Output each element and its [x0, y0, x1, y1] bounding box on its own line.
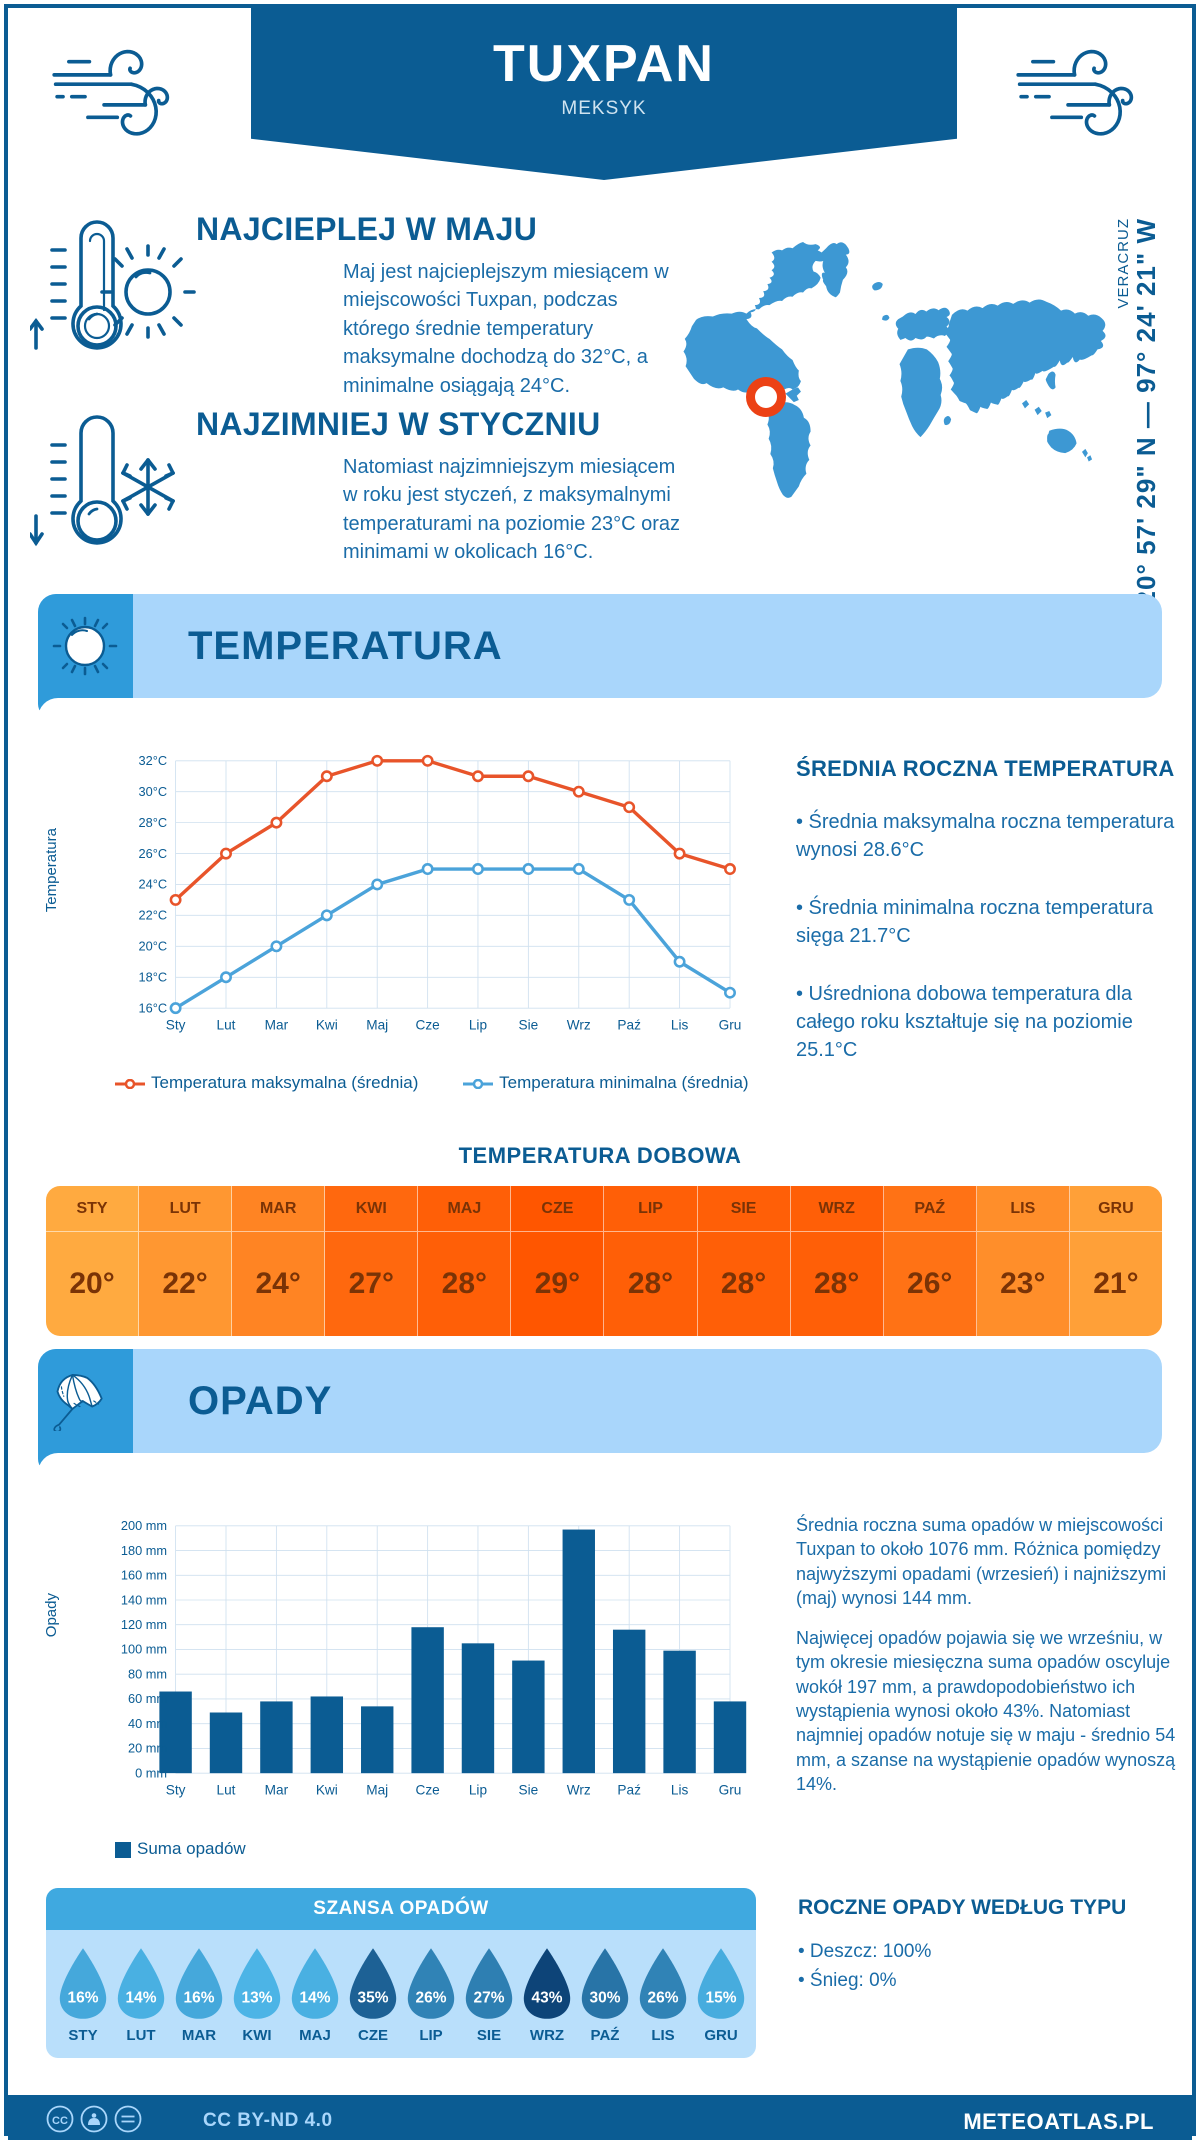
svg-text:18°C: 18°C — [138, 970, 167, 985]
svg-text:Lip: Lip — [469, 1017, 487, 1032]
svg-text:40 mm: 40 mm — [128, 1716, 167, 1731]
svg-text:30°C: 30°C — [138, 784, 167, 799]
svg-text:Sty: Sty — [166, 1782, 186, 1797]
svg-text:35%: 35% — [358, 1989, 389, 2006]
svg-text:60 mm: 60 mm — [128, 1691, 167, 1706]
svg-text:100 mm: 100 mm — [121, 1642, 167, 1657]
svg-text:13%: 13% — [242, 1989, 273, 2006]
svg-text:Lip: Lip — [469, 1782, 487, 1797]
svg-text:Sty: Sty — [166, 1017, 186, 1032]
svg-text:24°C: 24°C — [138, 877, 167, 892]
svg-text:Wrz: Wrz — [567, 1017, 591, 1032]
svg-text:120 mm: 120 mm — [121, 1617, 167, 1632]
svg-text:26°C: 26°C — [138, 846, 167, 861]
svg-text:200 mm: 200 mm — [121, 1518, 167, 1533]
svg-text:Lut: Lut — [217, 1782, 236, 1797]
svg-text:30%: 30% — [590, 1989, 621, 2006]
svg-text:14%: 14% — [300, 1989, 331, 2006]
svg-text:Maj: Maj — [366, 1017, 388, 1032]
svg-text:140 mm: 140 mm — [121, 1592, 167, 1607]
svg-text:32°C: 32°C — [138, 753, 167, 768]
svg-text:16%: 16% — [68, 1989, 99, 2006]
svg-text:Gru: Gru — [719, 1782, 742, 1797]
svg-text:Lis: Lis — [671, 1782, 689, 1797]
svg-text:16°C: 16°C — [138, 1000, 167, 1015]
svg-text:Lut: Lut — [217, 1017, 236, 1032]
svg-text:Paź: Paź — [617, 1017, 641, 1032]
svg-text:26%: 26% — [416, 1989, 447, 2006]
svg-text:26%: 26% — [648, 1989, 679, 2006]
svg-text:CC: CC — [52, 2115, 68, 2127]
svg-text:Mar: Mar — [265, 1017, 289, 1032]
svg-text:Cze: Cze — [416, 1017, 440, 1032]
svg-text:Sie: Sie — [519, 1017, 539, 1032]
svg-text:16%: 16% — [184, 1989, 215, 2006]
svg-text:15%: 15% — [706, 1989, 737, 2006]
svg-text:Kwi: Kwi — [316, 1017, 338, 1032]
svg-text:20°C: 20°C — [138, 939, 167, 954]
svg-text:Mar: Mar — [265, 1782, 289, 1797]
svg-text:Paź: Paź — [617, 1782, 641, 1797]
svg-text:43%: 43% — [532, 1989, 563, 2006]
svg-text:Cze: Cze — [416, 1782, 440, 1797]
svg-text:80 mm: 80 mm — [128, 1666, 167, 1681]
svg-text:Gru: Gru — [719, 1017, 742, 1032]
svg-text:14%: 14% — [126, 1989, 157, 2006]
svg-text:Wrz: Wrz — [567, 1782, 591, 1797]
svg-text:28°C: 28°C — [138, 815, 167, 830]
svg-text:20 mm: 20 mm — [128, 1741, 167, 1756]
svg-text:0 mm: 0 mm — [135, 1765, 167, 1780]
svg-text:180 mm: 180 mm — [121, 1543, 167, 1558]
svg-text:22°C: 22°C — [138, 908, 167, 923]
svg-text:Maj: Maj — [366, 1782, 388, 1797]
svg-text:27%: 27% — [474, 1989, 505, 2006]
svg-text:Sie: Sie — [519, 1782, 539, 1797]
svg-text:Kwi: Kwi — [316, 1782, 338, 1797]
svg-text:160 mm: 160 mm — [121, 1568, 167, 1583]
svg-text:Lis: Lis — [671, 1017, 689, 1032]
